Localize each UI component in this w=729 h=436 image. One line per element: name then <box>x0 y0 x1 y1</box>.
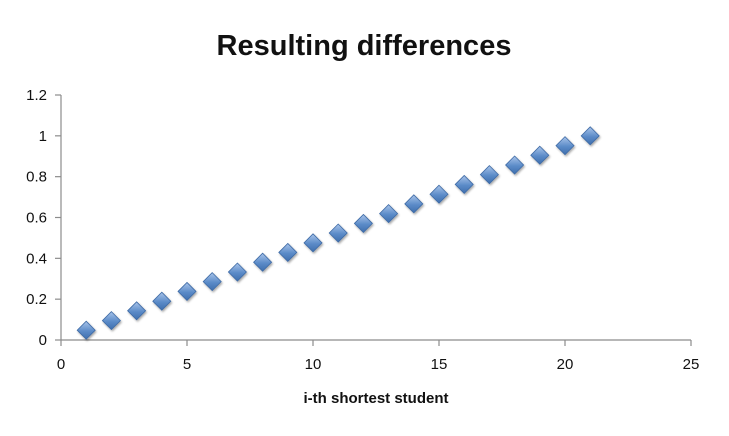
y-tick-label: 1.2 <box>26 87 47 104</box>
x-tick-label: 25 <box>683 356 700 373</box>
data-point <box>530 145 550 165</box>
y-tick-label: 1 <box>39 128 47 145</box>
data-point <box>177 281 197 301</box>
data-points <box>76 126 600 340</box>
data-point <box>278 242 298 262</box>
y-tick-label: 0.8 <box>26 169 47 186</box>
x-tick-label: 0 <box>57 356 65 373</box>
y-tick-label: 0.2 <box>26 291 47 308</box>
x-tick-label: 5 <box>183 356 191 373</box>
data-point <box>429 184 449 204</box>
x-tick-label: 10 <box>305 356 322 373</box>
x-tick-label: 20 <box>557 356 574 373</box>
data-point <box>353 213 373 233</box>
data-point <box>379 204 399 224</box>
data-point <box>127 301 147 321</box>
data-point <box>580 126 600 146</box>
data-point <box>303 233 323 253</box>
y-tick-label: 0.6 <box>26 210 47 227</box>
x-axis: 0 5 10 15 20 25 <box>57 339 700 373</box>
data-point <box>101 311 121 331</box>
data-point <box>479 165 499 185</box>
y-axis: 0 0.2 0.4 0.6 0.8 1 1.2 <box>26 87 62 349</box>
x-tick-label: 15 <box>431 356 448 373</box>
data-point <box>328 223 348 243</box>
data-point <box>404 194 424 214</box>
data-point <box>253 252 273 272</box>
data-point <box>152 291 172 311</box>
data-point <box>76 320 96 340</box>
data-point <box>555 136 575 156</box>
data-point <box>202 272 222 292</box>
chart-title: Resulting differences <box>217 30 512 62</box>
data-point <box>454 174 474 194</box>
data-point <box>505 155 525 175</box>
y-tick-label: 0 <box>39 332 47 349</box>
data-point <box>227 262 247 282</box>
x-axis-label: i-th shortest student <box>304 390 449 407</box>
y-tick-label: 0.4 <box>26 250 47 267</box>
